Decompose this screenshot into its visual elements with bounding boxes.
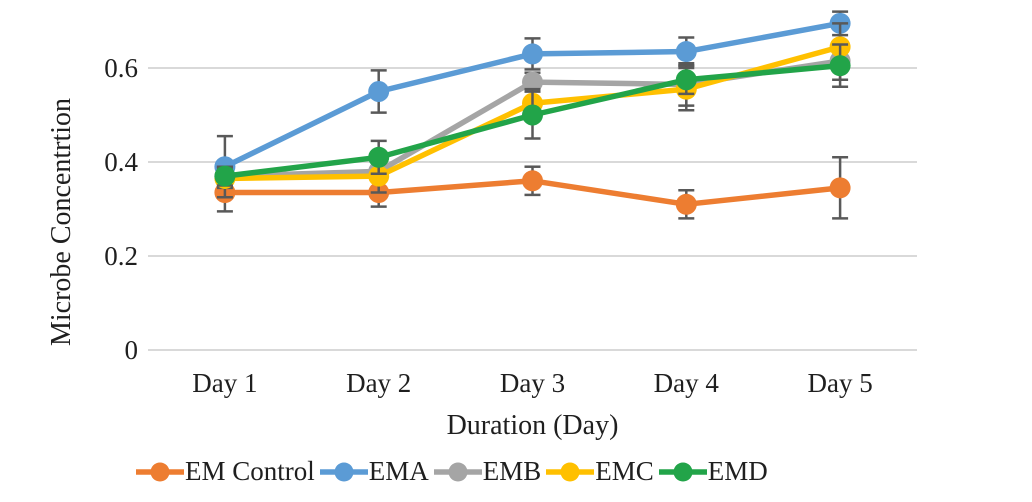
legend-marker-icon [319, 462, 368, 481]
data-point-ema [368, 81, 390, 102]
data-point-em-control [829, 177, 851, 199]
data-point-ema [522, 43, 543, 65]
y-axis-title: Microbe Concentrtion [46, 97, 77, 347]
x-tick-label: Day 1 [192, 368, 257, 398]
data-point-emc [368, 165, 390, 187]
data-point-emb [522, 71, 543, 93]
legend-item-emc: EMC [546, 456, 654, 487]
y-tick-label: 0 [125, 335, 139, 365]
x-tick-label: Day 3 [500, 368, 565, 398]
y-tick-label: 0.6 [104, 53, 138, 83]
data-point-emd [829, 55, 851, 77]
data-point-emd [675, 69, 697, 91]
data-point-em-control [675, 193, 697, 215]
legend-label: EMB [482, 456, 542, 486]
legend-label: EMD [707, 456, 768, 486]
y-tick-label: 0.4 [104, 147, 138, 177]
legend-label: EM Control [185, 456, 315, 486]
legend-marker-icon [658, 462, 707, 481]
data-point-ema [675, 41, 697, 63]
data-point-em-control [522, 170, 543, 192]
x-tick-label: Day 5 [807, 368, 872, 398]
data-point-emd [368, 146, 390, 168]
legend-marker-icon [136, 462, 184, 481]
legend-item-emd: EMD [658, 456, 768, 487]
chart-legend: EM Control EMA EMB EMC EMD [136, 456, 768, 487]
legend-label: EMC [595, 456, 654, 486]
legend-item-ema: EMA [319, 456, 429, 487]
legend-marker-icon [546, 462, 595, 481]
legend-label: EMA [368, 456, 429, 486]
legend-marker-icon [433, 462, 482, 481]
data-point-emd [214, 165, 236, 187]
data-point-emd [522, 104, 543, 126]
legend-item-emb: EMB [433, 456, 542, 487]
x-tick-label: Day 4 [654, 368, 720, 398]
legend-item-em-control: EM Control [136, 456, 315, 487]
y-tick-label: 0.2 [104, 241, 138, 271]
x-tick-label: Day 2 [346, 368, 411, 398]
x-axis-title: Duration (Day) [446, 410, 619, 441]
